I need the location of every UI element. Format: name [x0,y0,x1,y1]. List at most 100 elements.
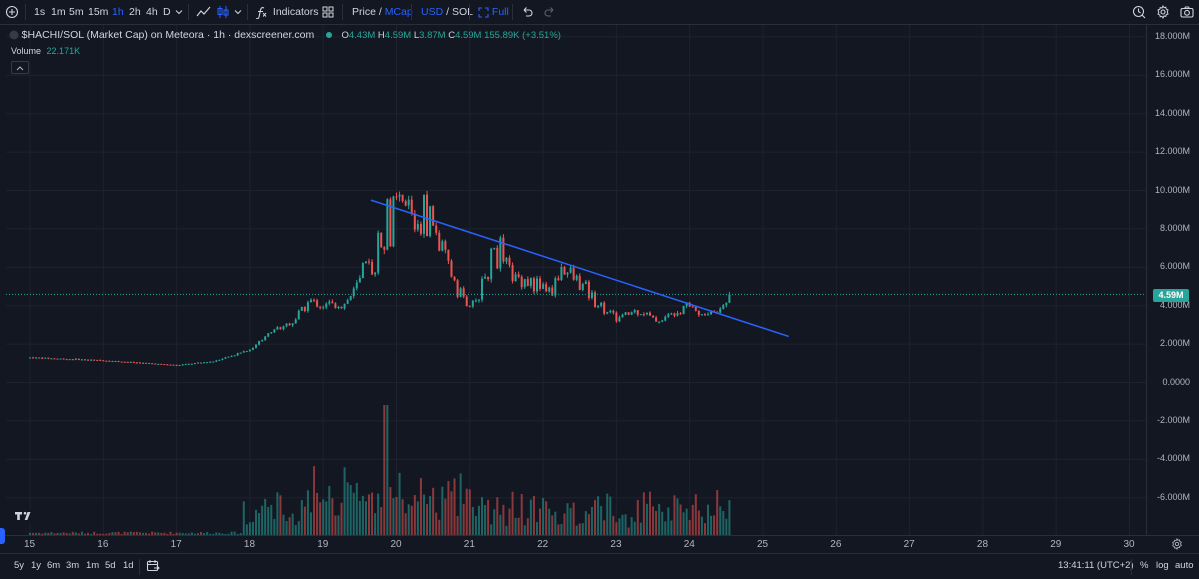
range-1d[interactable]: 1d [123,560,134,571]
currency-toggle[interactable]: USD / SOL [421,0,473,24]
volume-bar [288,517,291,535]
ohlc-values: O4.43M H4.59M L3.87M C4.59M 155.89K (+3.… [341,30,560,41]
candle-body [270,332,273,334]
candle-body [505,257,508,262]
range-6m[interactable]: 6m [47,560,61,571]
chart-type-dropdown-button[interactable] [234,0,242,24]
candle-body [529,278,532,286]
range-5y[interactable]: 5y [14,560,25,571]
volume-bar [413,495,416,535]
volume-bar [505,525,508,535]
status-dot-icon [325,32,332,39]
screenshot-button[interactable] [1180,0,1194,24]
volume-bar [111,532,114,535]
range-3m[interactable]: 3m [66,560,80,571]
volume-bar [337,515,340,535]
candle-body [142,362,145,364]
price-mcap-toggle[interactable]: Price / MCap [352,0,413,24]
volume-bar [648,491,651,535]
add-symbol-button[interactable] [5,0,19,24]
log-scale-toggle[interactable]: log [1156,560,1169,571]
volume-bar [493,509,496,535]
interval-d[interactable]: D [163,6,171,18]
volume-bar [355,482,358,535]
indicators-button[interactable]: Indicators [255,0,318,24]
time-axis-label: 19 [317,539,329,550]
price-chart[interactable] [6,25,1146,535]
volume-bar [514,517,517,535]
axis-settings-button[interactable] [1171,537,1183,553]
volume-bar [105,533,108,535]
candle-body [297,310,300,320]
collapse-legend-button[interactable] [11,61,29,74]
candle-body [468,306,471,308]
interval-1s[interactable]: 1s [34,6,46,18]
candle-body [627,312,630,315]
range-1m[interactable]: 1m [86,560,100,571]
candle-body [563,266,566,275]
alert-button[interactable] [1132,0,1146,24]
volume-bar [77,533,80,535]
interval-5m[interactable]: 5m [69,6,84,18]
volume-bar [438,519,441,535]
time-axis-label: 29 [1050,539,1062,550]
candle-body [288,323,291,326]
candle-body [664,316,667,321]
interval-2h[interactable]: 2h [129,6,141,18]
candle-body [496,247,499,269]
candle-body [68,359,71,361]
trendline[interactable] [370,199,789,338]
time-axis[interactable]: 15 16 17 18 19 20 21 22 23 24 25 26 27 28 29 30 [0,535,1199,554]
interval-15m[interactable]: 15m [88,6,109,18]
candle-body [542,284,545,289]
chart-type-line-button[interactable] [196,0,212,24]
undo-button[interactable] [521,0,533,24]
settings-button[interactable] [1156,0,1170,24]
interval-1h[interactable]: 1h [112,6,124,18]
candle-body [264,336,267,341]
chart-type-candles-button[interactable] [216,0,230,24]
redo-button[interactable] [544,0,556,24]
goto-date-button[interactable] [146,559,160,576]
volume-bar [282,514,285,535]
chart-plot-area[interactable] [6,25,1146,535]
clock[interactable]: 13:41:11 (UTC+2) [1058,560,1134,571]
volume-bar [157,532,160,535]
toolbar-divider [512,4,513,20]
time-axis-label: 21 [463,539,475,550]
volume-bar [569,508,572,535]
range-1y[interactable]: 1y [31,560,42,571]
volume-bar [267,507,270,535]
candle-body [682,305,685,315]
tradingview-logo[interactable] [11,506,37,526]
volume-bar [673,495,676,535]
price-axis-label: 4.000M [1159,299,1190,310]
price-axis[interactable]: 18.000M 16.000M 14.000M 12.000M 10.000M 8.000… [1146,25,1199,535]
interval-4h[interactable]: 4h [146,6,158,18]
interval-1m[interactable]: 1m [51,6,66,18]
candle-body [429,206,432,237]
layout-button[interactable] [322,0,334,24]
candle-body [569,267,572,273]
volume-bar [261,505,264,535]
candle-body [703,314,706,316]
auto-scale-toggle[interactable]: auto [1175,560,1194,571]
volume-bar [239,533,242,535]
volume-bar [462,503,465,535]
candle-body [691,306,694,308]
candle-body [609,310,612,313]
symbol-title[interactable]: $HACHI/SOL (Market Cap) on Meteora · 1h … [21,29,315,41]
volume-bar [499,514,502,535]
volume-bar [169,531,172,535]
interval-dropdown-button[interactable] [175,0,183,24]
range-5d[interactable]: 5d [105,560,116,571]
candle-body [587,281,590,299]
volume-bar [606,493,609,535]
fullscreen-button[interactable]: Full [478,0,509,24]
candle-body [493,247,496,249]
candle-body [459,288,462,297]
candle-body [398,194,401,197]
percent-scale-toggle[interactable]: % [1140,560,1149,571]
volume-bar [661,511,664,535]
toolbar-divider [411,4,412,20]
